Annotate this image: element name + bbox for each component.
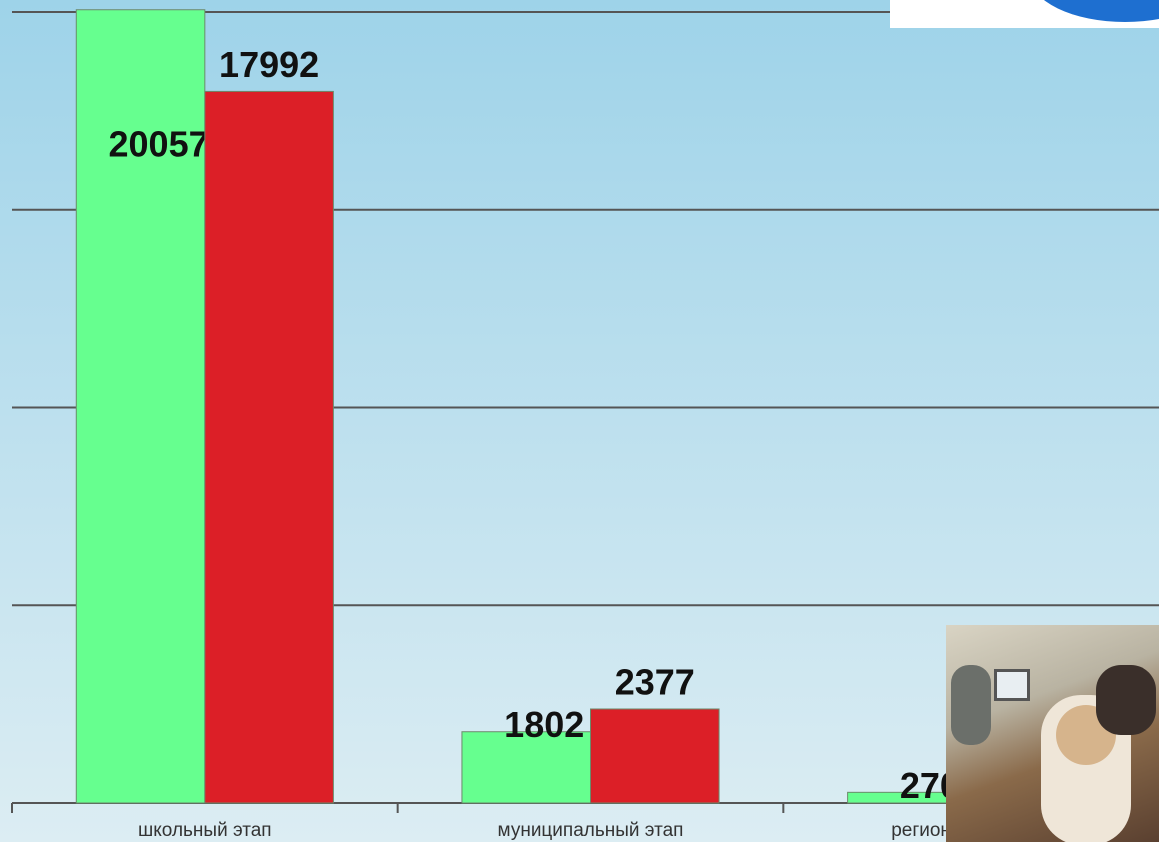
value-label: 1802 [504,704,584,745]
value-label: 17992 [219,44,319,85]
bar [204,90,334,804]
value-label: 2377 [615,662,695,703]
bar [461,731,592,804]
bar [590,708,720,804]
x-tick-label: муниципальный этап [498,820,684,841]
value-label: 20057 [109,124,209,165]
x-tick-label: школьный этап [138,820,272,841]
bar [75,9,206,804]
logo-corner [890,0,1159,28]
photo [946,625,1159,842]
